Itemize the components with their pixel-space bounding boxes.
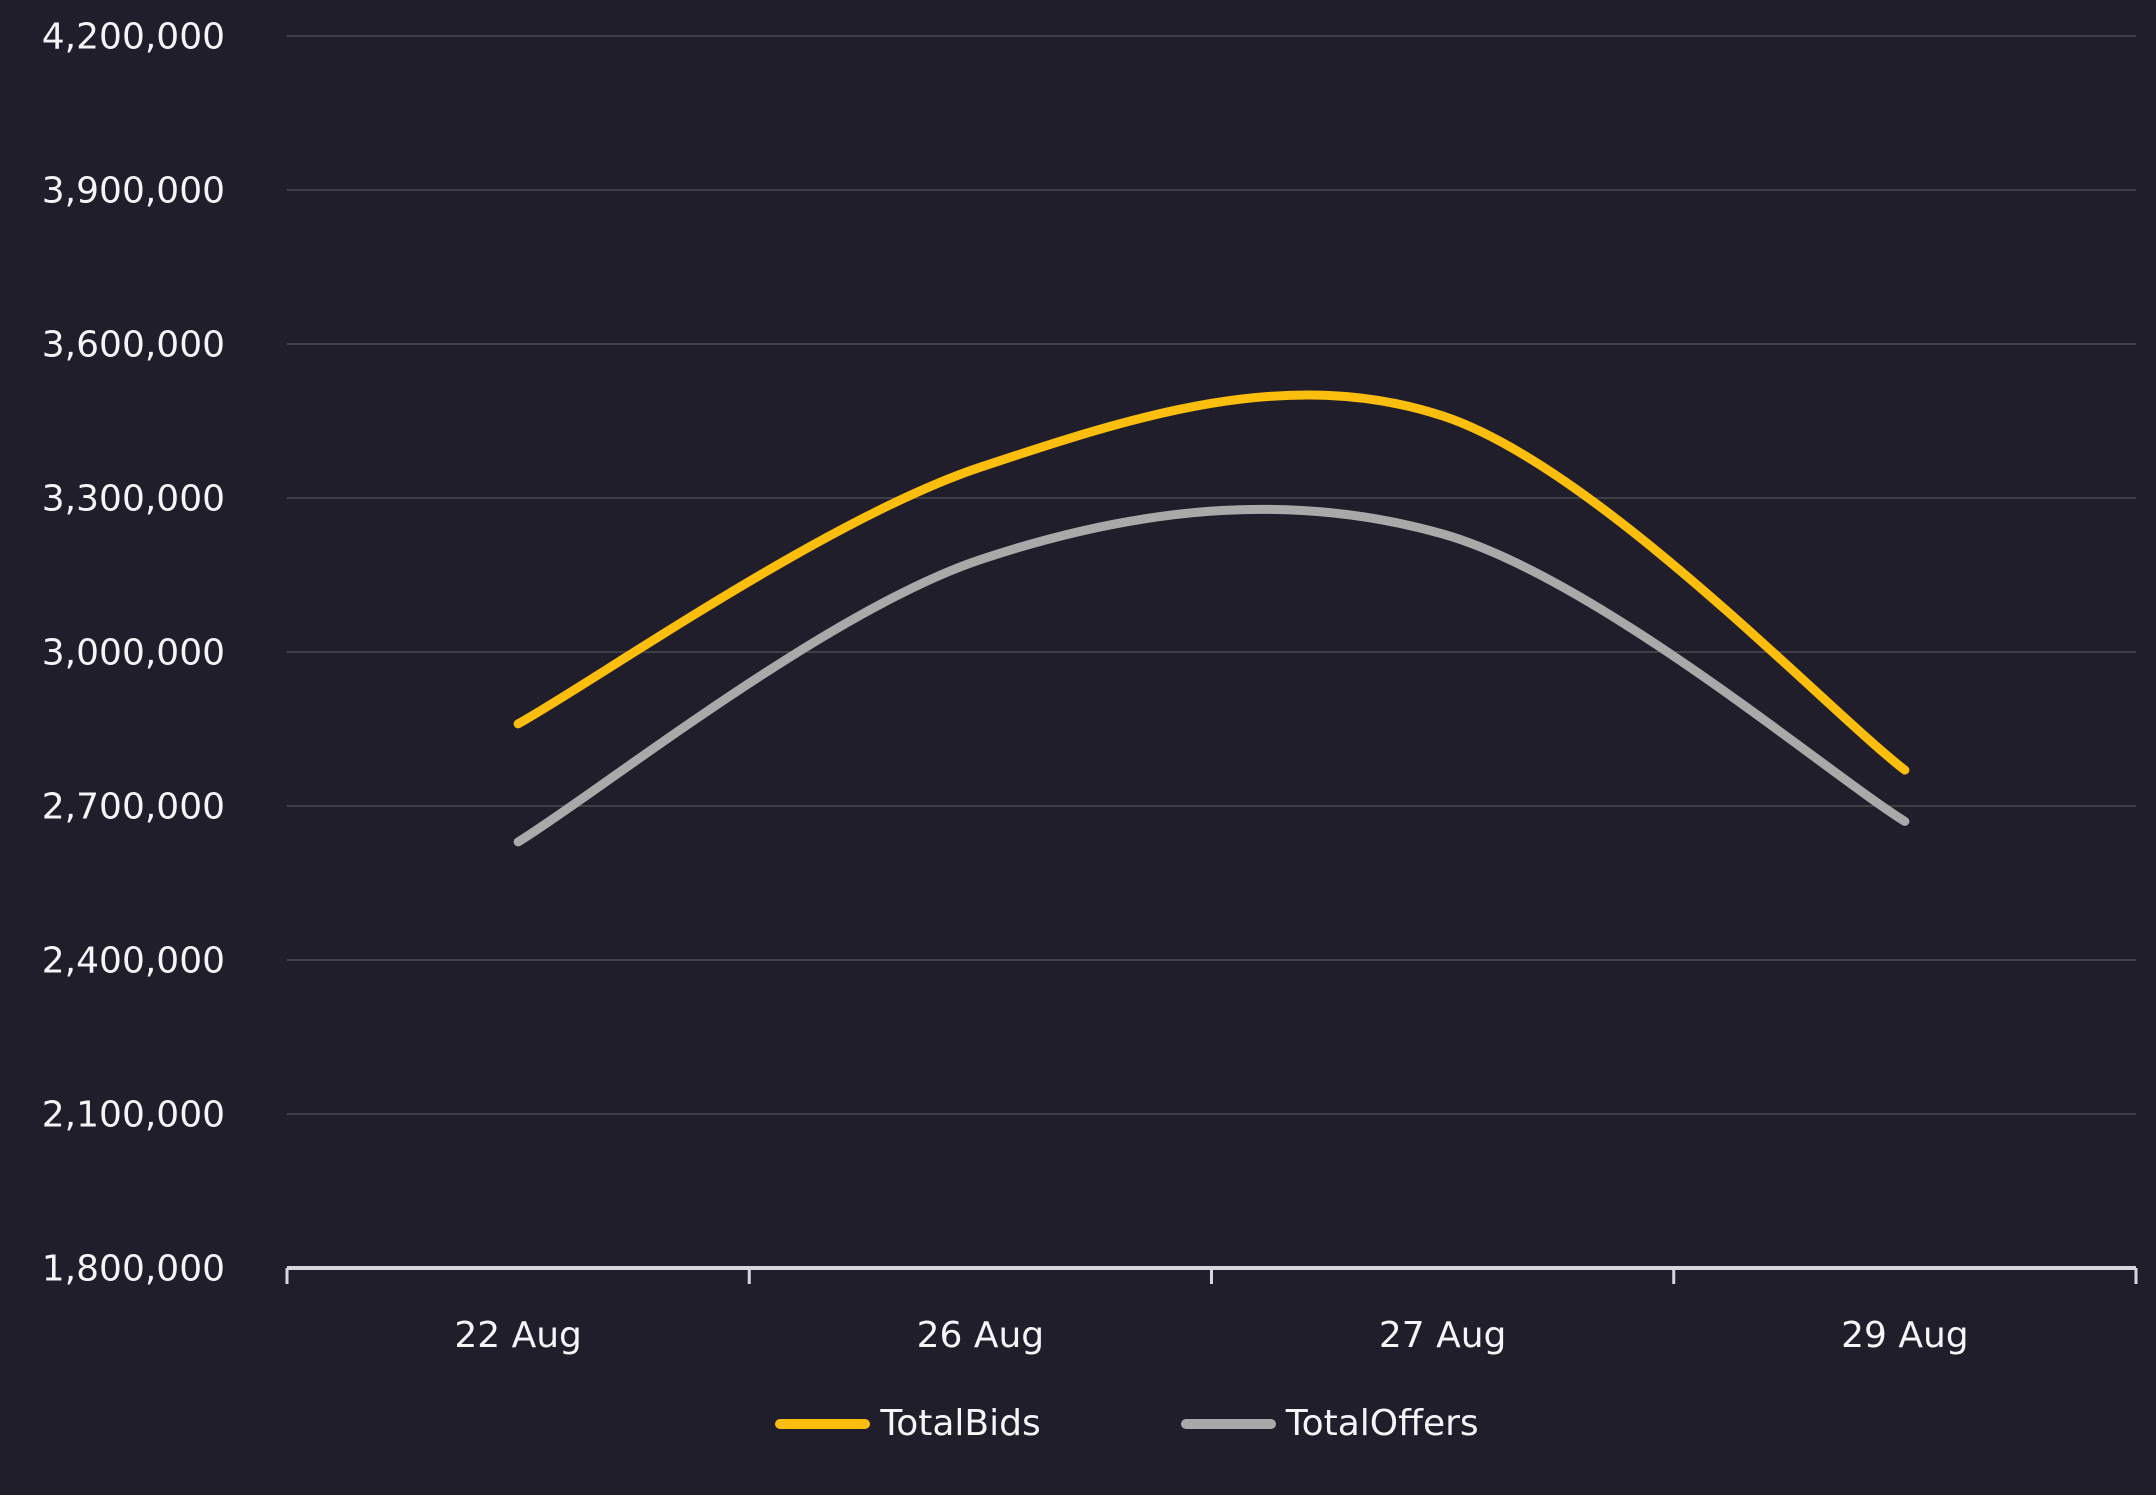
y-axis-label: 4,200,000: [42, 17, 225, 58]
x-axis-label: 29 Aug: [1841, 1315, 1969, 1356]
x-axis-label: 27 Aug: [1379, 1315, 1507, 1356]
y-axis-label: 1,800,000: [42, 1249, 225, 1290]
y-axis-label: 3,300,000: [42, 479, 225, 520]
legend-item-totaloffers[interactable]: TotalOffers: [1180, 1403, 1479, 1444]
y-axis-label: 3,000,000: [42, 633, 225, 674]
legend-item-totalbids[interactable]: TotalBids: [775, 1403, 1041, 1444]
series-line-totaloffers: [513, 504, 1910, 847]
y-axis-label: 2,400,000: [42, 941, 225, 982]
legend-line-swatch: [775, 1419, 871, 1429]
legend-label: TotalOffers: [1285, 1403, 1479, 1444]
y-axis-label: 3,900,000: [42, 171, 225, 212]
y-axis-label: 3,600,000: [42, 325, 225, 366]
x-axis-label: 26 Aug: [917, 1315, 1045, 1356]
y-axis-label: 2,700,000: [42, 787, 225, 828]
x-axis-label: 22 Aug: [454, 1315, 582, 1356]
legend-line-swatch: [1180, 1419, 1276, 1429]
series-line-totalbids: [513, 390, 1910, 775]
legend-label: TotalBids: [880, 1403, 1041, 1444]
chart-legend: TotalBids TotalOffers: [49, 1406, 2156, 1442]
y-axis-label: 2,100,000: [42, 1095, 225, 1136]
